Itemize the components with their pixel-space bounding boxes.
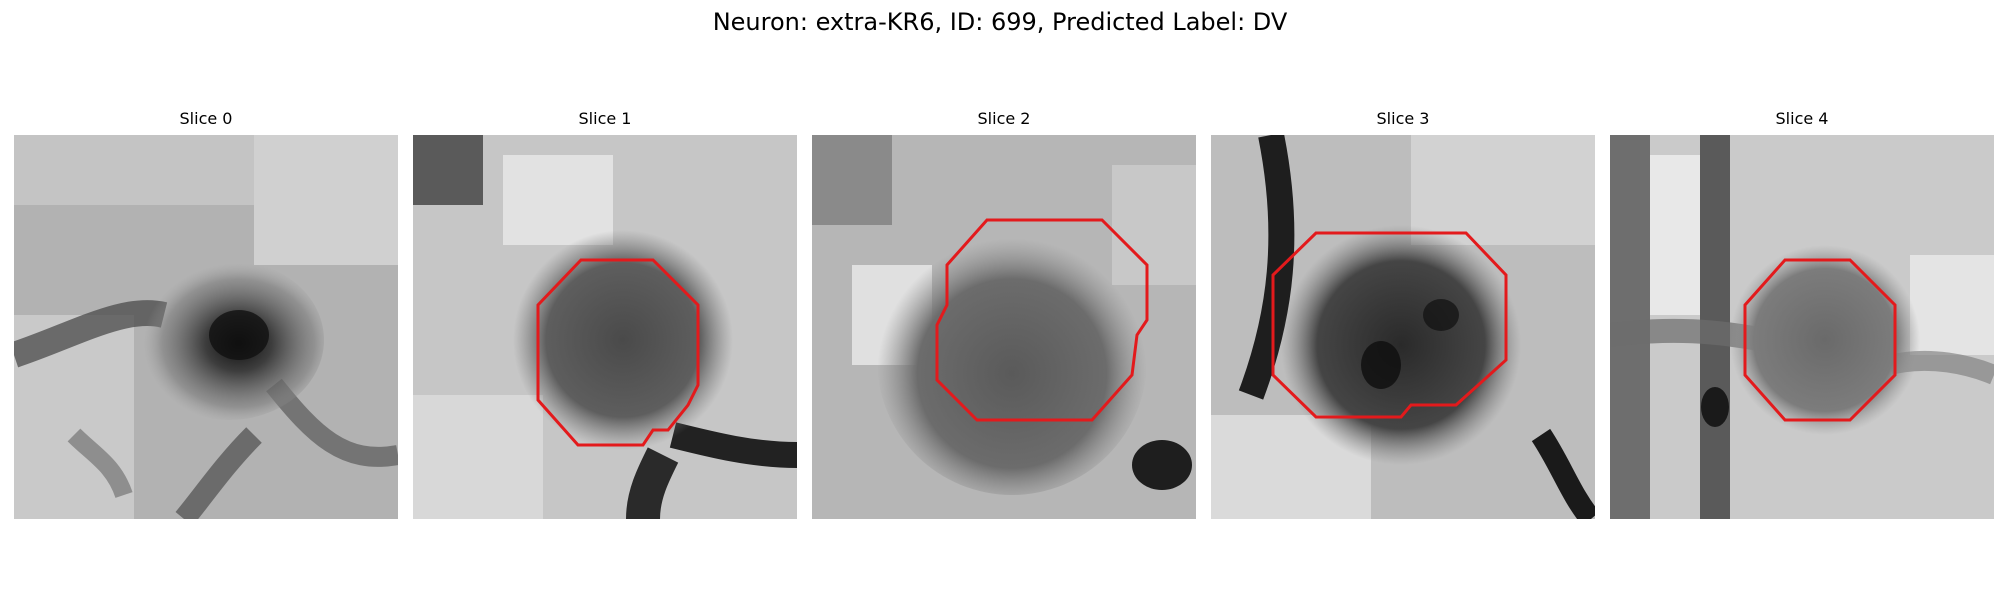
slice-image-0 [14,135,398,519]
slice-title-1: Slice 1 [578,109,632,128]
contour-outline-1 [536,258,700,447]
slice-title-0: Slice 0 [179,109,233,128]
contour-outline-2 [935,218,1149,422]
slice-title-4: Slice 4 [1775,109,1829,128]
slice-image-4 [1610,135,1994,519]
slice-title-3: Slice 3 [1376,109,1430,128]
contour-outline-4 [1743,258,1897,422]
slice-image-1 [413,135,797,519]
slice-title-2: Slice 2 [977,109,1031,128]
figure-title: Neuron: extra-KR6, ID: 699, Predicted La… [712,8,1288,36]
contour-outline-3 [1271,231,1508,419]
slice-image-3 [1211,135,1595,519]
slice-image-2 [812,135,1196,519]
